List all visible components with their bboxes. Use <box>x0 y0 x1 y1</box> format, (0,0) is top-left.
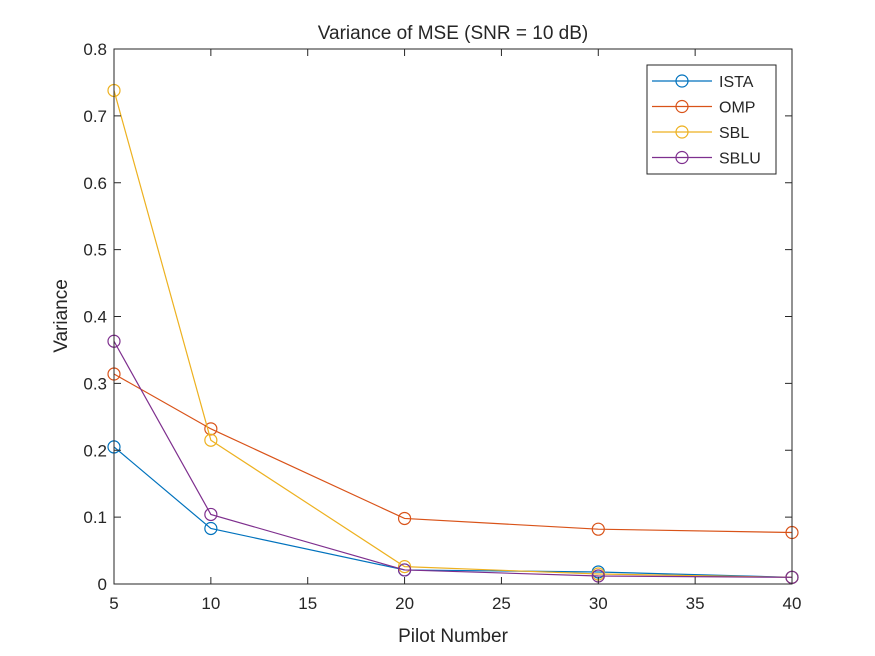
legend-marker <box>675 74 689 88</box>
y-axis: 0 0.1 0.2 0.3 0.4 0.5 0.6 0.7 0.8 <box>83 40 792 594</box>
data-point <box>397 563 412 577</box>
y-tick-label: 0.2 <box>83 441 107 460</box>
legend-marker <box>675 99 689 114</box>
y-tick-label: 0.4 <box>83 308 107 327</box>
legend-box <box>646 64 777 175</box>
x-tick-label: 5 <box>109 594 118 613</box>
x-tick-label: 30 <box>589 594 608 613</box>
x-tick-label: 25 <box>492 594 511 613</box>
series-layer <box>107 83 799 584</box>
x-axis: 5 10 15 20 25 30 35 40 <box>109 49 801 613</box>
legend-marker <box>675 150 689 165</box>
x-tick-label: 10 <box>201 594 220 613</box>
legend-entry: ISTA <box>652 74 754 91</box>
y-tick-label: 0 <box>98 575 107 594</box>
y-tick-label: 0.8 <box>83 40 107 59</box>
data-point <box>204 507 218 522</box>
legend-marker <box>675 125 689 139</box>
x-tick-label: 35 <box>686 594 705 613</box>
data-point <box>591 522 605 536</box>
series-line <box>113 90 793 578</box>
data-point <box>204 521 218 536</box>
data-point <box>204 433 218 447</box>
y-axis-label: Variance <box>51 279 72 353</box>
y-tick-label: 0.7 <box>83 107 107 126</box>
y-tick-label: 0.1 <box>83 508 107 527</box>
legend-label: OMP <box>719 100 755 117</box>
y-tick-label: 0.3 <box>83 374 107 393</box>
legend-entry: SBLU <box>652 151 761 168</box>
y-tick-label: 0.6 <box>83 174 107 193</box>
legend-entry: OMP <box>652 100 755 117</box>
data-point <box>397 511 412 526</box>
data-point <box>204 422 218 436</box>
series-line <box>113 340 793 578</box>
legend-entry: SBL <box>652 125 749 142</box>
x-tick-label: 40 <box>783 594 802 613</box>
x-tick-label: 20 <box>395 594 414 613</box>
series-line <box>113 373 793 534</box>
legend-label: SBL <box>719 125 749 142</box>
legend: ISTA OMP SBL SBLU <box>646 64 777 175</box>
y-tick-label: 0.5 <box>83 241 107 260</box>
chart-title: Variance of MSE (SNR = 10 dB) <box>318 23 589 44</box>
legend-label: ISTA <box>719 74 754 91</box>
x-axis-label: Pilot Number <box>398 626 508 647</box>
x-tick-label: 15 <box>298 594 317 613</box>
legend-label: SBLU <box>719 151 761 168</box>
data-point <box>397 560 412 574</box>
